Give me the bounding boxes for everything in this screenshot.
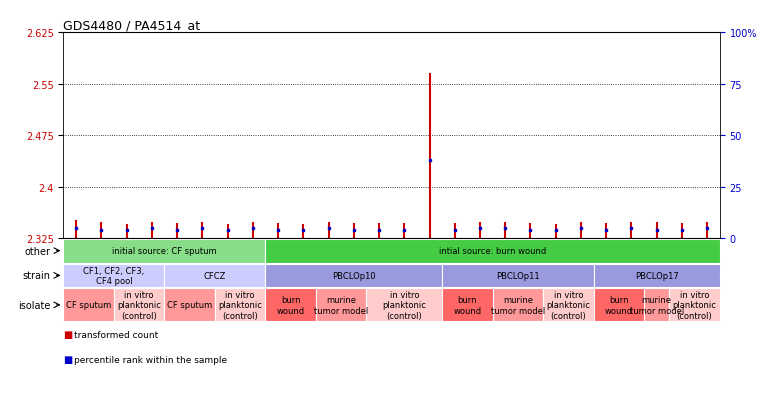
- Bar: [265, 264, 442, 287]
- Bar: [670, 289, 720, 321]
- Bar: [644, 289, 670, 321]
- Text: PBCLOp17: PBCLOp17: [635, 271, 679, 280]
- Text: burn
wound: burn wound: [604, 295, 633, 315]
- Bar: [265, 239, 720, 263]
- Text: other: other: [24, 246, 50, 256]
- Text: isolate: isolate: [18, 300, 50, 310]
- Text: transformed count: transformed count: [74, 330, 159, 339]
- Text: strain: strain: [22, 271, 50, 281]
- Bar: [366, 289, 442, 321]
- Bar: [442, 264, 594, 287]
- Text: CF1, CF2, CF3,
CF4 pool: CF1, CF2, CF3, CF4 pool: [84, 266, 145, 285]
- Text: in vitro
planktonic
(control): in vitro planktonic (control): [218, 290, 262, 320]
- Bar: [63, 264, 164, 287]
- Bar: [164, 264, 265, 287]
- Bar: [164, 289, 215, 321]
- Bar: [215, 289, 265, 321]
- Text: CF sputum: CF sputum: [66, 301, 111, 310]
- Text: burn
wound: burn wound: [276, 295, 305, 315]
- Bar: [594, 264, 720, 287]
- Bar: [492, 289, 543, 321]
- Bar: [114, 289, 164, 321]
- Text: in vitro
planktonic
(control): in vitro planktonic (control): [546, 290, 591, 320]
- Text: murine
tumor model: murine tumor model: [491, 295, 545, 315]
- Text: in vitro
planktonic
(control): in vitro planktonic (control): [382, 290, 426, 320]
- Bar: [265, 289, 316, 321]
- Text: initial source: CF sputum: initial source: CF sputum: [112, 247, 217, 256]
- Text: in vitro
planktonic
(control): in vitro planktonic (control): [673, 290, 717, 320]
- Bar: [316, 289, 366, 321]
- Text: percentile rank within the sample: percentile rank within the sample: [74, 355, 228, 364]
- Bar: [442, 289, 492, 321]
- Text: burn
wound: burn wound: [454, 295, 481, 315]
- Bar: [594, 289, 644, 321]
- Text: PBCLOp11: PBCLOp11: [496, 271, 539, 280]
- Text: murine
tumor model: murine tumor model: [629, 295, 684, 315]
- Bar: [63, 239, 265, 263]
- Bar: [63, 289, 114, 321]
- Bar: [543, 289, 594, 321]
- Text: GDS4480 / PA4514_at: GDS4480 / PA4514_at: [63, 19, 200, 32]
- Text: ■: ■: [63, 330, 73, 339]
- Text: CF sputum: CF sputum: [167, 301, 212, 310]
- Text: intial source: burn wound: intial source: burn wound: [439, 247, 546, 256]
- Text: CFCZ: CFCZ: [204, 271, 226, 280]
- Text: murine
tumor model: murine tumor model: [314, 295, 368, 315]
- Text: ■: ■: [63, 354, 73, 364]
- Text: in vitro
planktonic
(control): in vitro planktonic (control): [118, 290, 161, 320]
- Text: PBCLOp10: PBCLOp10: [332, 271, 375, 280]
